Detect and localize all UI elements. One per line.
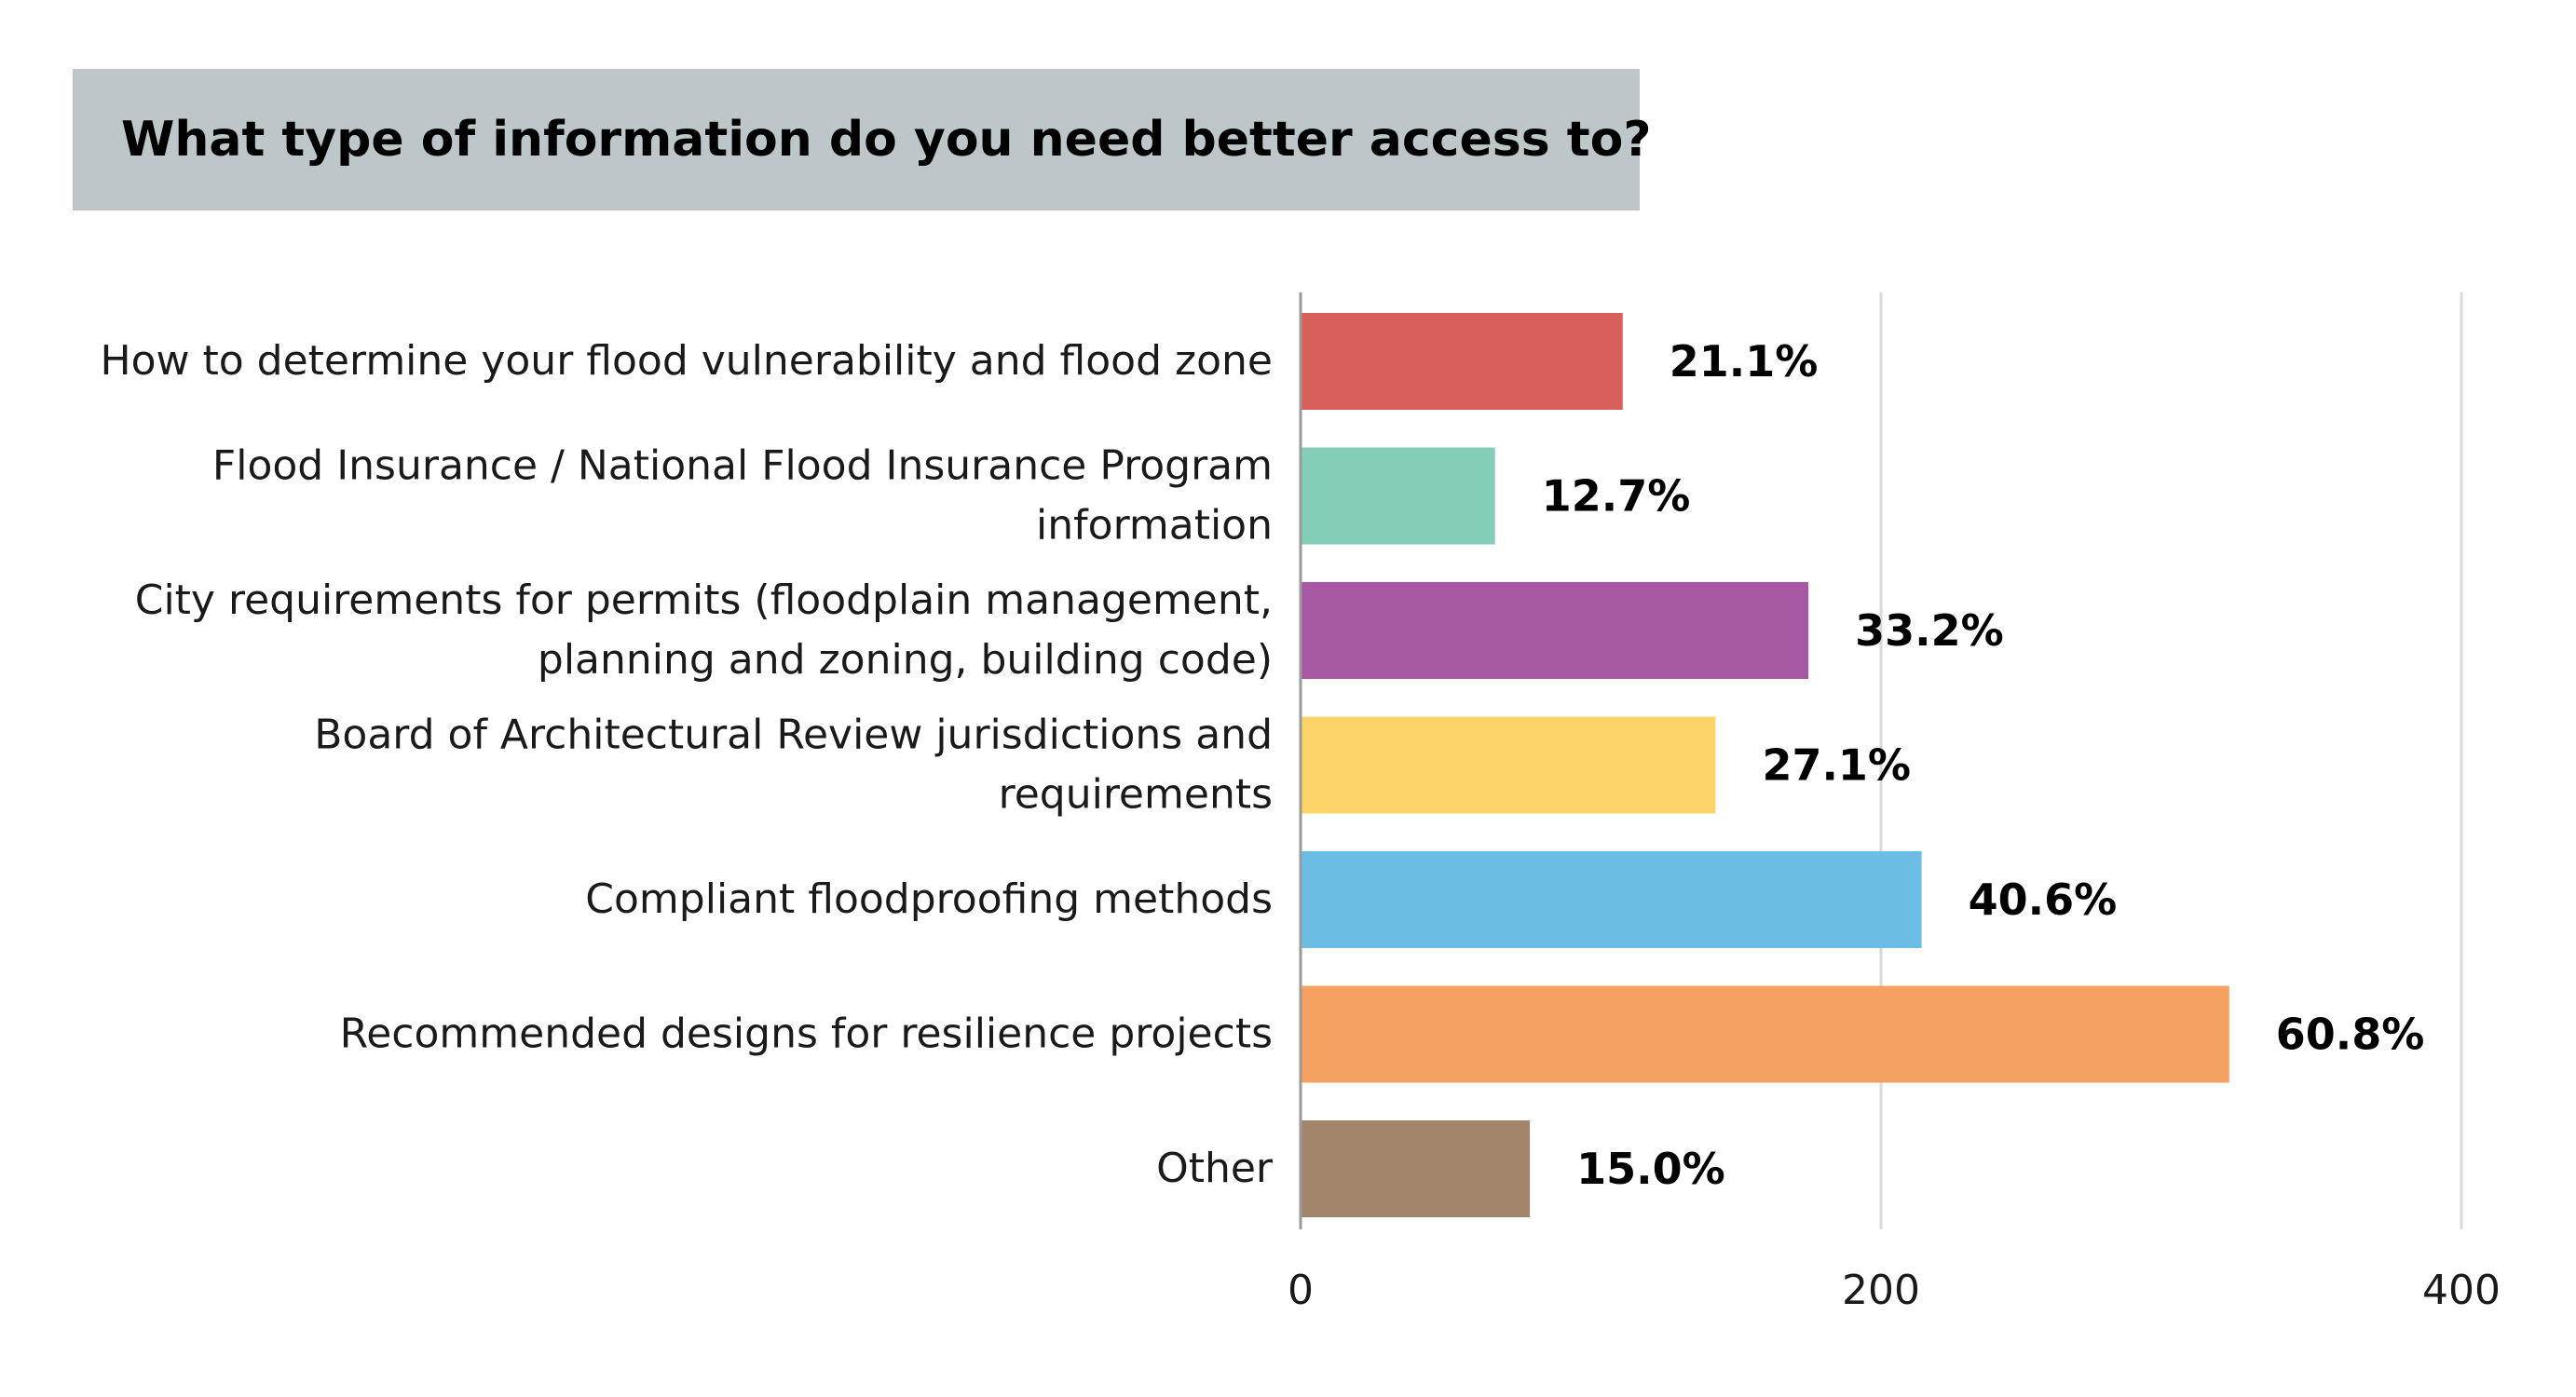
value-label-4: 40.6% [1969,875,2118,925]
chart-title: What type of information do you need bet… [121,112,1652,168]
bar-3 [1301,716,1716,814]
category-label-3-1: requirements [999,771,1273,819]
x-tick-400: 400 [2422,1267,2501,1314]
bar-0 [1301,313,1623,410]
category-label-4-0: Compliant floodproofing methods [585,875,1273,923]
value-label-0: 21.1% [1670,336,1819,387]
category-label-6-0: Other [1156,1145,1274,1192]
category-label-2-0: City requirements for permits (floodplai… [135,576,1273,624]
x-tick-0: 0 [1288,1267,1314,1314]
category-label-3-0: Board of Architectural Review jurisdicti… [314,712,1273,759]
bar-5 [1301,985,2229,1083]
bars [1301,313,2229,1217]
category-labels: How to determine your flood vulnerabilit… [101,337,1274,1192]
category-label-1-0: Flood Insurance / National Flood Insuran… [212,442,1273,490]
value-label-3: 27.1% [1762,740,1911,791]
bar-4 [1301,851,1922,948]
x-tick-labels: 0 200 400 [1288,1267,2501,1314]
value-labels: 21.1% 12.7% 33.2% 27.1% 40.6% 60.8% 15.0% [1542,336,2425,1194]
grid-lines [1879,292,2463,1229]
category-label-0-0: How to determine your flood vulnerabilit… [101,337,1273,385]
value-label-1: 12.7% [1542,471,1691,522]
category-label-1-1: information [1036,502,1273,549]
category-label-5-0: Recommended designs for resilience proje… [340,1010,1273,1058]
bar-2 [1301,582,1809,679]
chart-title-box: What type of information do you need bet… [73,69,1652,210]
x-tick-200: 200 [1842,1267,1920,1314]
bar-6 [1301,1120,1531,1217]
value-label-6: 15.0% [1576,1144,1725,1194]
category-label-2-1: planning and zoning, building code) [538,636,1273,684]
value-label-5: 60.8% [2276,1010,2425,1060]
value-label-2: 33.2% [1855,605,2004,656]
bar-1 [1301,447,1495,545]
